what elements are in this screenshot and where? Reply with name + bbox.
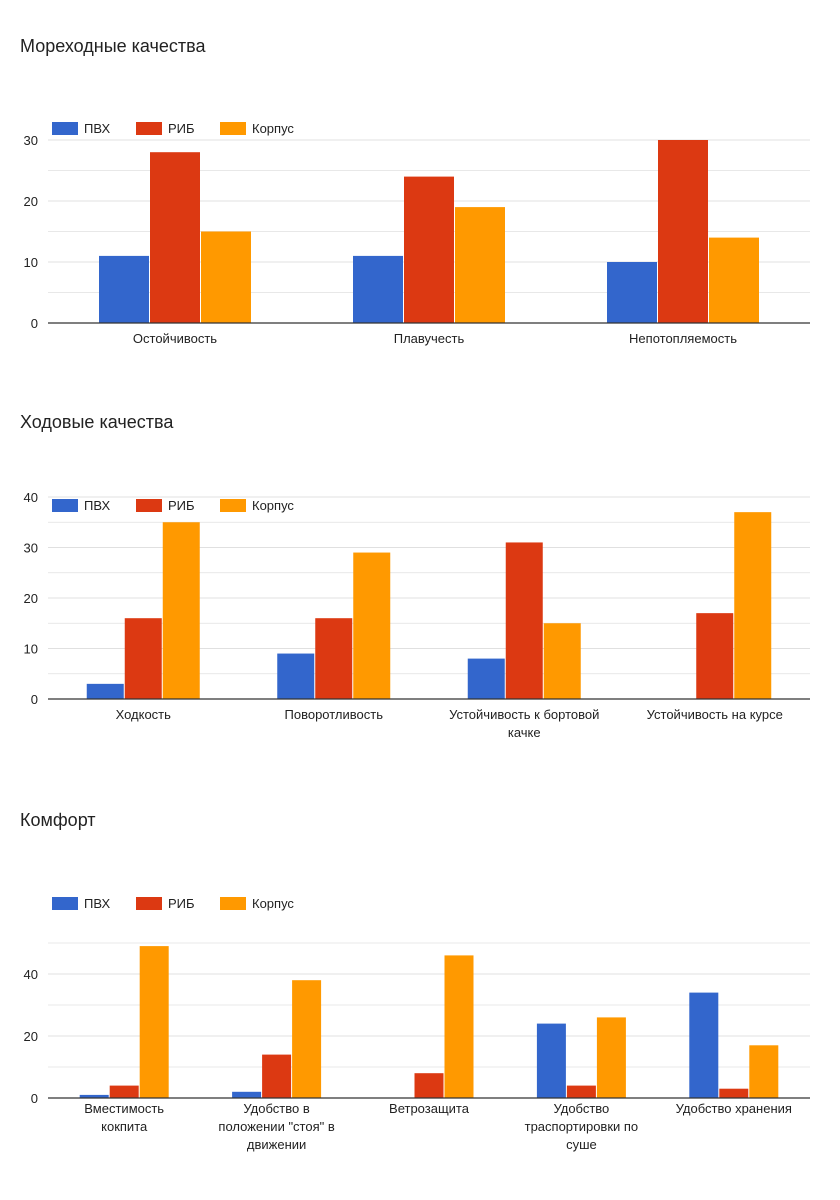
bar-ПВХ-1 xyxy=(232,1091,262,1098)
bar-ПВХ-4 xyxy=(689,992,719,1098)
legend-label: РИБ xyxy=(168,498,195,513)
y-tick-label: 30 xyxy=(24,541,38,556)
chart-comfort: 0 20 40 Вместимость кокпита Удобство в положен… xyxy=(24,896,810,1152)
x-category-label: траспортировки по xyxy=(525,1119,639,1134)
x-category-label: Плавучесть xyxy=(394,331,465,346)
bar-ПВХ-3 xyxy=(536,1023,566,1098)
x-category-label: кокпита xyxy=(101,1119,148,1134)
chart-title-comfort: Комфорт xyxy=(20,810,96,830)
legend-swatch xyxy=(52,499,78,512)
y-tick-label: 10 xyxy=(24,642,38,657)
legend-swatch xyxy=(136,122,162,135)
x-category-label: движении xyxy=(247,1137,306,1152)
bar-РИБ-0 xyxy=(124,618,162,699)
bar-ПВХ-2 xyxy=(467,658,505,699)
bar-Корпус-0 xyxy=(162,522,200,699)
legend-swatch xyxy=(136,897,162,910)
bar-ПВХ-0 xyxy=(79,1094,109,1098)
y-tick-label: 0 xyxy=(31,1091,38,1106)
x-category-label: Удобство xyxy=(553,1101,609,1116)
legend-label: ПВХ xyxy=(84,121,110,136)
y-tick-label: 40 xyxy=(24,967,38,982)
x-category-label: положении "стоя" в xyxy=(218,1119,334,1134)
x-category-label: Удобство в xyxy=(243,1101,309,1116)
bar-РИБ-3 xyxy=(566,1085,596,1098)
legend-label: Корпус xyxy=(252,498,294,513)
bar-РИБ-3 xyxy=(696,613,734,699)
y-tick-label: 30 xyxy=(24,133,38,148)
y-tick-label: 20 xyxy=(24,194,38,209)
bar-РИБ-0 xyxy=(109,1085,139,1098)
x-category-label: Вместимость xyxy=(84,1101,164,1116)
bar-Корпус-2 xyxy=(709,237,759,323)
bar-РИБ-2 xyxy=(505,542,543,699)
legend-swatch xyxy=(220,499,246,512)
y-tick-label: 0 xyxy=(31,316,38,331)
legend-swatch xyxy=(52,122,78,135)
bar-РИБ-1 xyxy=(315,618,353,699)
bar-РИБ-2 xyxy=(658,140,708,323)
bar-Корпус-2 xyxy=(444,955,474,1098)
x-category-label: Устойчивость к бортовой xyxy=(449,707,599,722)
legend-label: РИБ xyxy=(168,896,195,911)
bar-РИБ-1 xyxy=(262,1054,292,1098)
x-category-label: Остойчивость xyxy=(133,331,217,346)
bar-Корпус-1 xyxy=(353,552,391,699)
bar-ПВХ-0 xyxy=(99,255,149,323)
x-category-label: Удобство хранения xyxy=(676,1101,792,1116)
bar-РИБ-2 xyxy=(414,1073,444,1098)
chart-running-qualities: 0 10 20 30 40 Ходкость Поворотливость Устойчиво… xyxy=(24,490,810,740)
bar-Корпус-4 xyxy=(749,1045,779,1098)
bar-Корпус-3 xyxy=(734,512,772,699)
bar-ПВХ-0 xyxy=(86,683,124,699)
x-category-label: суше xyxy=(566,1137,597,1152)
x-category-label: Ходкость xyxy=(116,707,172,722)
bar-ПВХ-2 xyxy=(607,262,657,323)
bar-РИБ-1 xyxy=(404,176,454,323)
bar-Корпус-3 xyxy=(596,1017,626,1098)
legend-label: ПВХ xyxy=(84,896,110,911)
x-category-label: качке xyxy=(508,725,541,740)
bar-Корпус-1 xyxy=(292,980,322,1098)
chart-title-running: Ходовые качества xyxy=(20,412,174,432)
bar-РИБ-4 xyxy=(719,1088,749,1098)
x-category-label: Устойчивость на курсе xyxy=(647,707,783,722)
legend-label: Корпус xyxy=(252,121,294,136)
bar-Корпус-0 xyxy=(201,231,251,323)
legend-label: ПВХ xyxy=(84,498,110,513)
legend-swatch xyxy=(220,122,246,135)
y-tick-label: 0 xyxy=(31,692,38,707)
y-tick-label: 10 xyxy=(24,255,38,270)
legend-swatch xyxy=(136,499,162,512)
bar-Корпус-0 xyxy=(139,946,169,1098)
bar-ПВХ-1 xyxy=(277,653,315,699)
x-category-label: Непотопляемость xyxy=(629,331,737,346)
x-category-label: Ветрозащита xyxy=(389,1101,470,1116)
chart-seaworthiness: 0 10 20 30 Остойчивость Плавучесть Непотопляем… xyxy=(24,121,810,346)
legend-swatch xyxy=(220,897,246,910)
y-tick-label: 40 xyxy=(24,490,38,505)
bar-РИБ-0 xyxy=(150,152,200,323)
bar-Корпус-2 xyxy=(543,623,581,699)
chart-title-seaworthiness: Мореходные качества xyxy=(20,36,206,56)
y-tick-label: 20 xyxy=(24,1029,38,1044)
legend-swatch xyxy=(52,897,78,910)
y-tick-label: 20 xyxy=(24,591,38,606)
legend-label: Корпус xyxy=(252,896,294,911)
x-category-label: Поворотливость xyxy=(285,707,384,722)
bar-ПВХ-1 xyxy=(353,255,403,323)
legend-label: РИБ xyxy=(168,121,195,136)
bar-Корпус-1 xyxy=(455,207,505,323)
